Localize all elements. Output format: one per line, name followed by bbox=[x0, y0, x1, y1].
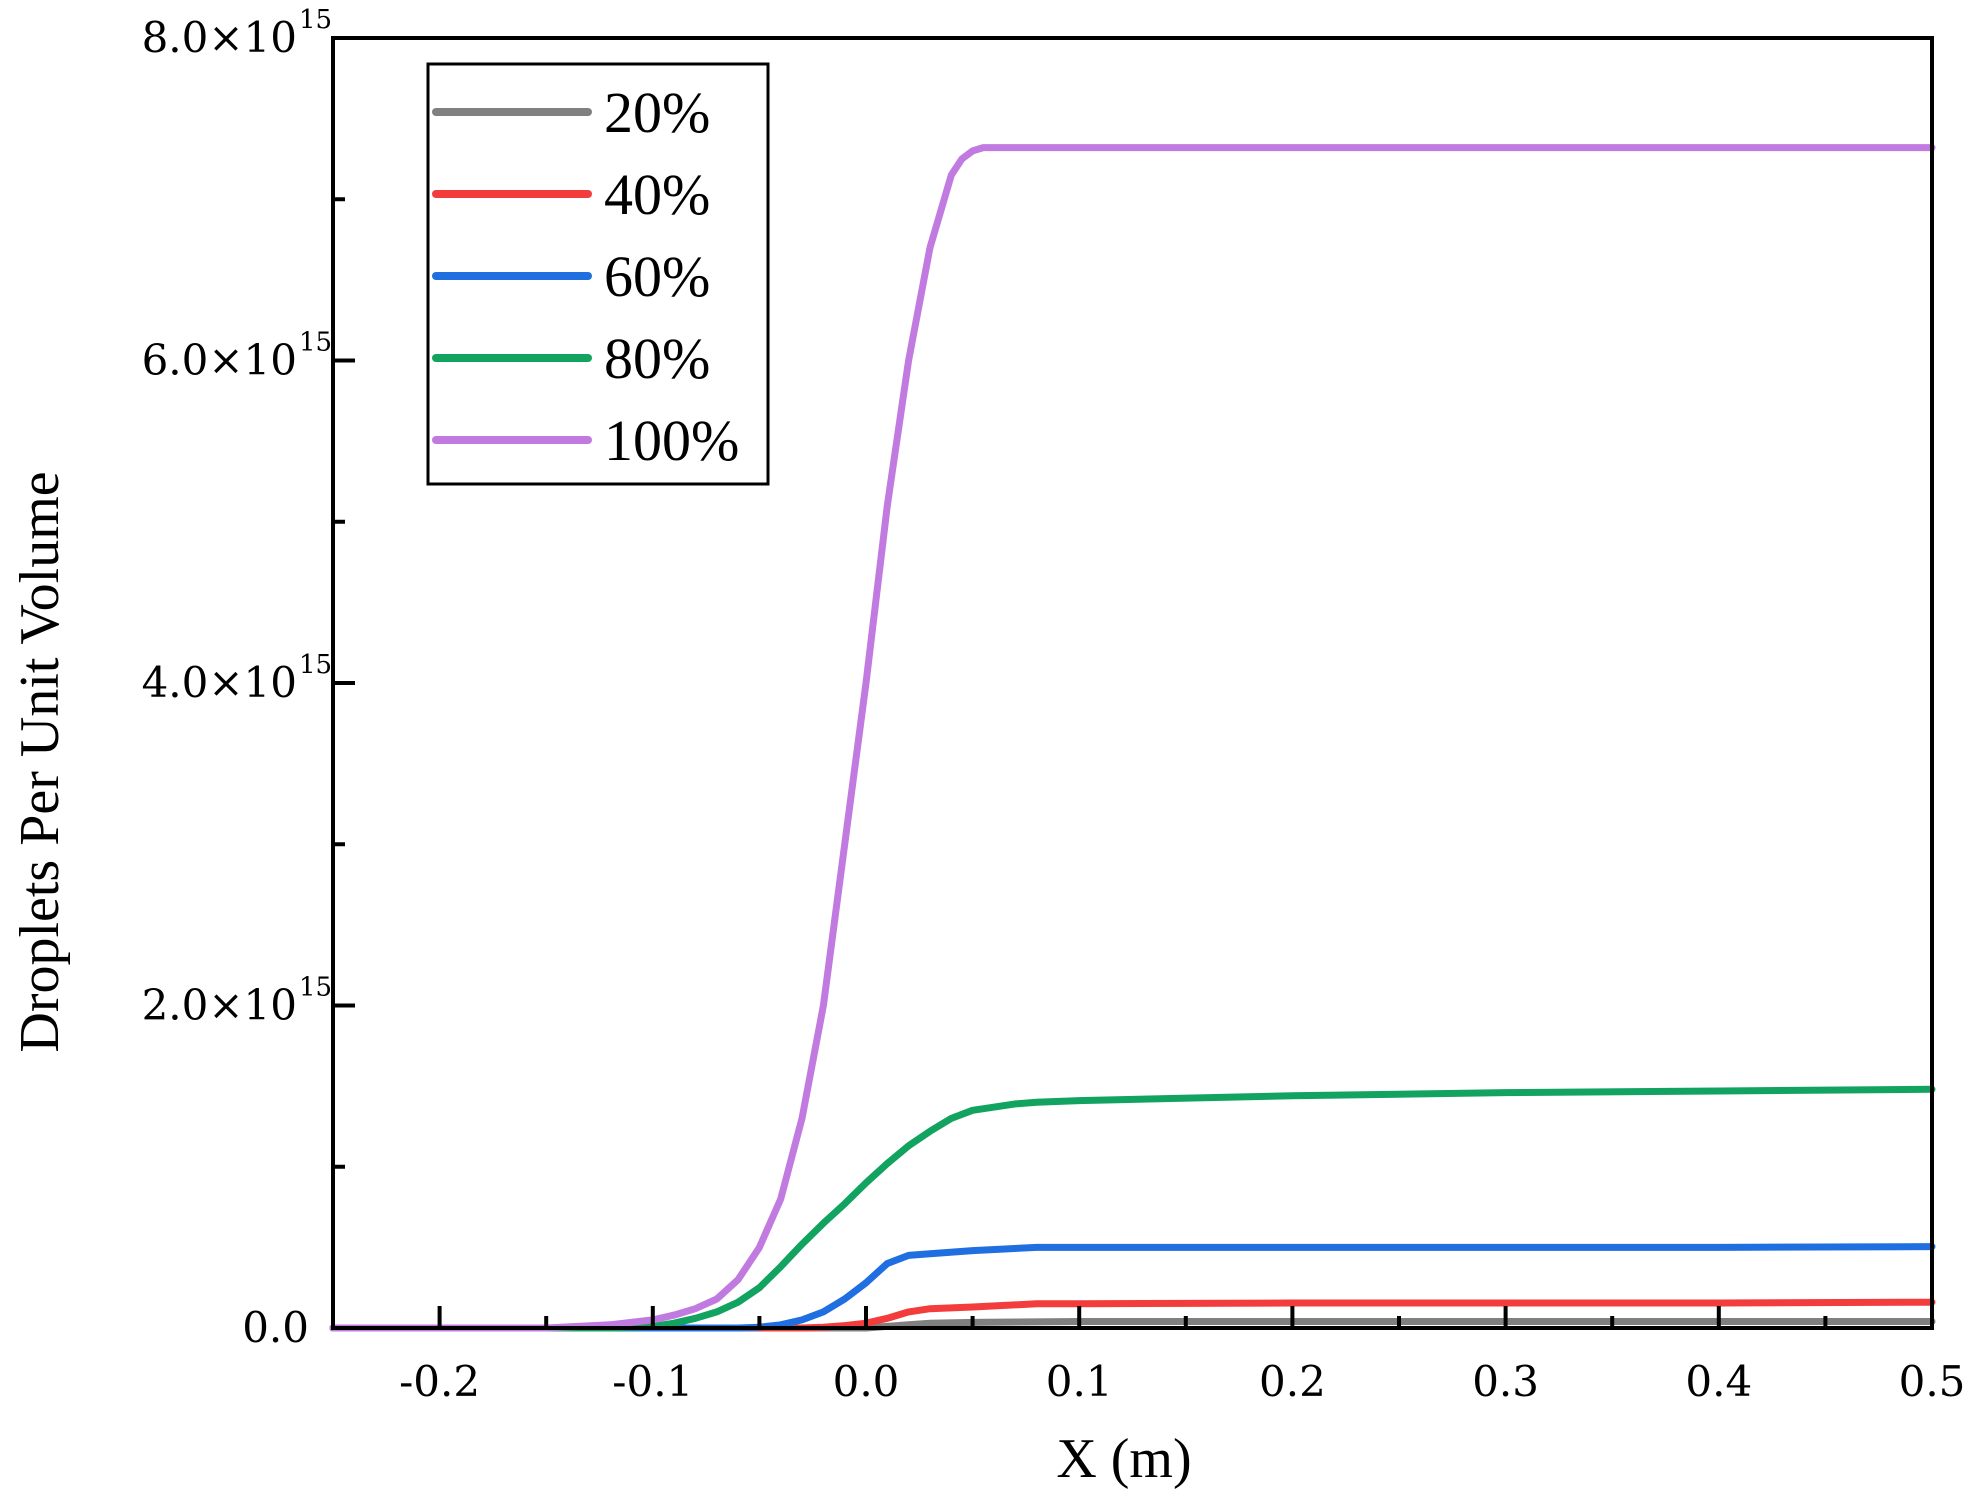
y-axis-title: Droplets Per Unit Volume bbox=[9, 471, 71, 1052]
y-tick-label: 8.0×10 bbox=[142, 13, 297, 62]
y-tick-exponent: 15 bbox=[299, 650, 332, 680]
x-tick-label: 0.3 bbox=[1472, 1357, 1539, 1406]
legend-label: 40% bbox=[604, 162, 710, 227]
x-axis-title: X (m) bbox=[1056, 1428, 1191, 1490]
y-tick-exponent: 15 bbox=[299, 5, 332, 35]
y-tick-label: 4.0×10 bbox=[142, 658, 297, 707]
y-tick-exponent: 15 bbox=[299, 973, 332, 1003]
series-line-80pct bbox=[329, 1085, 1936, 1332]
series-line-60pct bbox=[329, 1243, 1936, 1332]
y-tick-label: 6.0×10 bbox=[142, 336, 297, 385]
axis-layer: -0.2 -0.1 0.0 0.1 0.2 0.3 0.4 0.50.02.0×10 154.0… bbox=[142, 5, 1966, 1406]
legend: 20% 40% 60% 80% 100% bbox=[426, 62, 770, 486]
x-tick-label: 0.5 bbox=[1899, 1357, 1966, 1406]
y-tick-exponent: 15 bbox=[299, 328, 332, 358]
x-tick-label: 0.4 bbox=[1685, 1357, 1752, 1406]
y-tick-label: 0.0 bbox=[242, 1303, 309, 1352]
legend-label: 80% bbox=[604, 326, 710, 391]
x-tick-label: 0.0 bbox=[833, 1357, 900, 1406]
x-tick-label: -0.2 bbox=[399, 1357, 480, 1406]
legend-label: 100% bbox=[604, 408, 739, 473]
x-tick-label: 0.1 bbox=[1046, 1357, 1113, 1406]
x-tick-label: 0.2 bbox=[1259, 1357, 1326, 1406]
legend-label: 20% bbox=[604, 80, 710, 145]
legend-label: 60% bbox=[604, 244, 710, 309]
y-tick-label: 2.0×10 bbox=[142, 981, 297, 1030]
x-tick-label: -0.1 bbox=[612, 1357, 693, 1406]
series-line-100pct bbox=[329, 144, 1936, 1332]
